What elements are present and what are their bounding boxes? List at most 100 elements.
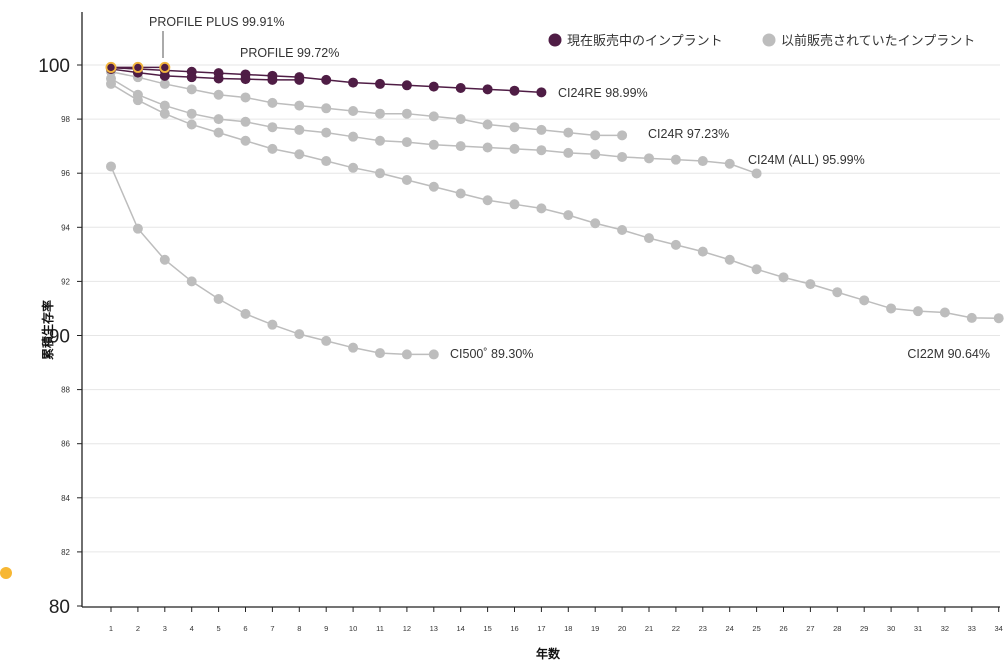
- data-point-ci24m-all-95-99-2: [132, 89, 143, 100]
- data-point-ci24r-97-23-20: [617, 130, 628, 141]
- data-point-ci24m-all-95-99-20: [617, 151, 628, 162]
- x-tick-label-16: 16: [510, 624, 518, 633]
- data-point-ci500-89-30-8: [294, 329, 305, 340]
- series-label-profile-plus-99-91: PROFILE PLUS 99.91%: [149, 15, 284, 29]
- x-tick-label-28: 28: [833, 624, 841, 633]
- series-group: [105, 61, 1004, 360]
- series-labels: CI22M 90.64% CI24M (ALL) 95.99% CI24R 97.2…: [149, 15, 990, 361]
- y-axis-title: 累積生存率: [40, 300, 55, 360]
- data-point-ci22m-90-64-19: [590, 218, 601, 229]
- legend-label-1: 以前販売されていたインプラント: [781, 33, 975, 48]
- data-point-ci24m-all-95-99-7: [267, 122, 278, 133]
- x-tick-label-26: 26: [779, 624, 787, 633]
- series-label-ci500-89-30: CI500˚ 89.30%: [450, 347, 533, 361]
- x-tick-label-32: 32: [941, 624, 949, 633]
- x-tick-label-29: 29: [860, 624, 868, 633]
- y-tick-label-94: 94: [61, 223, 70, 232]
- data-point-ci24m-all-95-99-6: [240, 116, 251, 127]
- data-point-ci22m-90-64-12: [401, 174, 412, 185]
- data-point-ci500-89-30-9: [321, 335, 332, 346]
- legend-marker-1: [762, 33, 776, 47]
- data-point-ci24r-97-23-6: [240, 92, 251, 103]
- data-point-ci24r-97-23-10: [348, 105, 359, 116]
- data-point-ci24r-97-23-15: [482, 119, 493, 130]
- data-point-ci24re-98-99-9: [321, 74, 332, 85]
- data-point-ci24m-all-95-99-22: [670, 154, 681, 165]
- x-tick-label-14: 14: [457, 624, 465, 633]
- data-point-ci22m-90-64-18: [563, 210, 574, 221]
- x-tick-label-13: 13: [430, 624, 438, 633]
- data-point-ci22m-90-64-30: [886, 303, 897, 314]
- data-point-ci24r-97-23-5: [213, 89, 224, 100]
- data-point-profile-99-72-5: [213, 73, 224, 84]
- x-tick-label-21: 21: [645, 624, 653, 633]
- series-ci500-89-30: [106, 161, 439, 360]
- x-tick-label-12: 12: [403, 624, 411, 633]
- data-point-ci24re-98-99-15: [482, 84, 493, 95]
- data-point-ci22m-90-64-31: [913, 306, 923, 317]
- y-tick-label-100: 100: [38, 56, 70, 77]
- x-tick-label-2: 2: [136, 624, 140, 633]
- data-point-ci24m-all-95-99-14: [455, 141, 466, 152]
- series-ci24r-97-23: [106, 66, 628, 141]
- x-tick-label-18: 18: [564, 624, 572, 633]
- data-point-ci22m-90-64-22: [670, 239, 681, 250]
- data-point-ci500-89-30-7: [267, 319, 278, 330]
- series-ci22m-90-64: [106, 78, 1004, 324]
- data-point-profile-99-72-7: [267, 74, 278, 85]
- data-point-ci24m-all-95-99-21: [644, 153, 654, 164]
- series-label-ci24m-all-95-99: CI24M (ALL) 95.99%: [748, 153, 865, 167]
- data-point-ci24r-97-23-4: [186, 84, 197, 95]
- data-point-ci24m-all-95-99-4: [186, 108, 197, 119]
- data-point-ci22m-90-64-13: [428, 181, 439, 192]
- data-point-ci22m-90-64-26: [778, 272, 789, 283]
- y-tick-label-86: 86: [61, 440, 70, 449]
- data-point-profile-99-72-8: [294, 74, 305, 85]
- data-point-ci24r-97-23-17: [536, 124, 547, 135]
- data-point-ci500-89-30-11: [375, 348, 385, 359]
- data-point-ci24m-all-95-99-8: [294, 124, 305, 135]
- data-point-profile-99-72-3: [159, 70, 170, 81]
- x-tick-label-22: 22: [672, 624, 680, 633]
- x-tick-label-11: 11: [376, 624, 384, 633]
- x-tick-label-27: 27: [806, 624, 814, 633]
- x-tick-label-3: 3: [163, 624, 167, 633]
- x-tick-label-25: 25: [752, 624, 760, 633]
- data-point-ci500-89-30-4: [186, 276, 197, 287]
- data-point-ci22m-90-64-32: [939, 307, 950, 318]
- data-point-ci24re-98-99-12: [401, 80, 412, 91]
- data-point-ci24re-98-99-13: [428, 81, 439, 92]
- x-tick-label-20: 20: [618, 624, 626, 633]
- data-point-ci500-89-30-6: [240, 308, 251, 319]
- data-point-ci24r-97-23-11: [375, 108, 385, 119]
- x-tick-label-7: 7: [270, 624, 274, 633]
- series-label-ci22m-90-64: CI22M 90.64%: [907, 347, 990, 361]
- y-tick-label-82: 82: [61, 548, 70, 557]
- x-tick-label-15: 15: [483, 624, 491, 633]
- data-point-ci24m-all-95-99-17: [536, 145, 547, 156]
- series-ci24m-all-95-99: [106, 73, 762, 179]
- data-point-ci24re-98-99-11: [375, 78, 385, 89]
- data-point-ci22m-90-64-34: [993, 313, 1004, 324]
- data-point-ci22m-90-64-4: [186, 119, 197, 130]
- data-point-ci500-89-30-13: [428, 349, 439, 360]
- data-point-ci24re-98-99-14: [455, 82, 466, 93]
- data-point-ci22m-90-64-17: [536, 203, 547, 214]
- data-point-ci24m-all-95-99-11: [375, 135, 385, 146]
- data-point-ci24m-all-95-99-24: [724, 158, 735, 169]
- data-point-ci24m-all-95-99-13: [428, 139, 439, 150]
- data-point-ci24re-98-99-10: [348, 77, 359, 88]
- y-tick-labels: 100 98 96 94 92 90 88 86 84 82 80: [38, 56, 82, 618]
- data-point-ci500-89-30-10: [348, 342, 359, 353]
- data-point-ci22m-90-64-9: [321, 156, 332, 167]
- y-tick-label-98: 98: [61, 115, 70, 124]
- data-point-ci24r-97-23-14: [455, 114, 466, 125]
- x-tick-label-10: 10: [349, 624, 357, 633]
- axes: [81, 12, 1000, 608]
- data-point-ci24re-98-99-17: [536, 87, 547, 98]
- y-tick-label-88: 88: [61, 386, 70, 395]
- data-point-ci22m-90-64-20: [617, 225, 628, 236]
- data-point-ci22m-90-64-29: [859, 295, 870, 306]
- x-tick-labels: 1 2 3 4 5 6 7 8 9 10 11 12 13 14 15 16 17 18 19 20 21 22 23 24 2…: [109, 607, 1003, 633]
